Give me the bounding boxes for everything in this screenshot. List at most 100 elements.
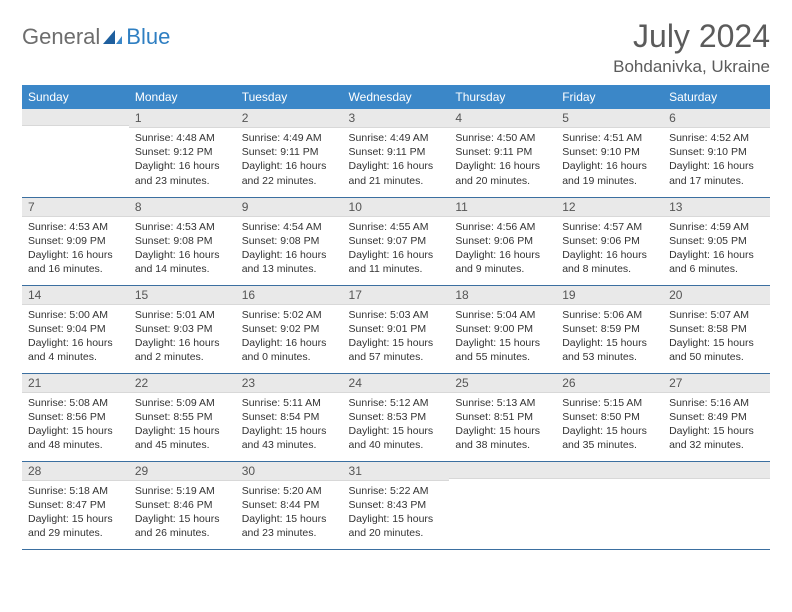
day-number: 1 — [129, 109, 236, 128]
day-number: 8 — [129, 198, 236, 217]
day-number: 5 — [556, 109, 663, 128]
calendar-day-cell: 16Sunrise: 5:02 AMSunset: 9:02 PMDayligh… — [236, 285, 343, 373]
day-number: 19 — [556, 286, 663, 305]
day-number: 20 — [663, 286, 770, 305]
brand-text-blue: Blue — [126, 24, 170, 50]
calendar-head: SundayMondayTuesdayWednesdayThursdayFrid… — [22, 85, 770, 109]
daylight-line: Daylight: 16 hours and 8 minutes. — [562, 248, 657, 276]
daylight-line: Daylight: 15 hours and 43 minutes. — [242, 424, 337, 452]
sunset-line: Sunset: 9:08 PM — [135, 234, 230, 248]
daylight-line: Daylight: 15 hours and 20 minutes. — [349, 512, 444, 540]
calendar-day-cell: 12Sunrise: 4:57 AMSunset: 9:06 PMDayligh… — [556, 197, 663, 285]
day-number: 26 — [556, 374, 663, 393]
month-title: July 2024 — [613, 18, 770, 55]
sunrise-line: Sunrise: 5:18 AM — [28, 484, 123, 498]
sunrise-line: Sunrise: 4:51 AM — [562, 131, 657, 145]
sunset-line: Sunset: 9:11 PM — [242, 145, 337, 159]
calendar-week-row: 28Sunrise: 5:18 AMSunset: 8:47 PMDayligh… — [22, 461, 770, 549]
day-number: 31 — [343, 462, 450, 481]
day-details: Sunrise: 5:07 AMSunset: 8:58 PMDaylight:… — [663, 305, 770, 370]
sunrise-line: Sunrise: 5:22 AM — [349, 484, 444, 498]
sunrise-line: Sunrise: 5:09 AM — [135, 396, 230, 410]
sunset-line: Sunset: 9:09 PM — [28, 234, 123, 248]
day-details: Sunrise: 4:51 AMSunset: 9:10 PMDaylight:… — [556, 128, 663, 193]
day-number: 28 — [22, 462, 129, 481]
sunrise-line: Sunrise: 5:01 AM — [135, 308, 230, 322]
calendar-day-cell: 15Sunrise: 5:01 AMSunset: 9:03 PMDayligh… — [129, 285, 236, 373]
daylight-line: Daylight: 15 hours and 32 minutes. — [669, 424, 764, 452]
calendar-week-row: 1Sunrise: 4:48 AMSunset: 9:12 PMDaylight… — [22, 109, 770, 197]
sunrise-line: Sunrise: 5:04 AM — [455, 308, 550, 322]
sunset-line: Sunset: 9:05 PM — [669, 234, 764, 248]
sunset-line: Sunset: 9:04 PM — [28, 322, 123, 336]
sunrise-line: Sunrise: 5:03 AM — [349, 308, 444, 322]
day-number: 14 — [22, 286, 129, 305]
daylight-line: Daylight: 16 hours and 0 minutes. — [242, 336, 337, 364]
sunrise-line: Sunrise: 4:49 AM — [349, 131, 444, 145]
day-details: Sunrise: 5:04 AMSunset: 9:00 PMDaylight:… — [449, 305, 556, 370]
sunset-line: Sunset: 8:53 PM — [349, 410, 444, 424]
weekday-header: Thursday — [449, 85, 556, 109]
day-details: Sunrise: 5:02 AMSunset: 9:02 PMDaylight:… — [236, 305, 343, 370]
daylight-line: Daylight: 16 hours and 14 minutes. — [135, 248, 230, 276]
sunset-line: Sunset: 8:50 PM — [562, 410, 657, 424]
day-details: Sunrise: 5:01 AMSunset: 9:03 PMDaylight:… — [129, 305, 236, 370]
sunset-line: Sunset: 8:59 PM — [562, 322, 657, 336]
day-details: Sunrise: 5:11 AMSunset: 8:54 PMDaylight:… — [236, 393, 343, 458]
calendar-day-cell: 4Sunrise: 4:50 AMSunset: 9:11 PMDaylight… — [449, 109, 556, 197]
day-details: Sunrise: 5:16 AMSunset: 8:49 PMDaylight:… — [663, 393, 770, 458]
calendar-day-cell: 9Sunrise: 4:54 AMSunset: 9:08 PMDaylight… — [236, 197, 343, 285]
sunrise-line: Sunrise: 5:20 AM — [242, 484, 337, 498]
sunrise-line: Sunrise: 4:50 AM — [455, 131, 550, 145]
calendar-empty-cell — [449, 461, 556, 549]
calendar-day-cell: 17Sunrise: 5:03 AMSunset: 9:01 PMDayligh… — [343, 285, 450, 373]
day-details: Sunrise: 4:57 AMSunset: 9:06 PMDaylight:… — [556, 217, 663, 282]
day-details: Sunrise: 4:49 AMSunset: 9:11 PMDaylight:… — [236, 128, 343, 193]
calendar-day-cell: 30Sunrise: 5:20 AMSunset: 8:44 PMDayligh… — [236, 461, 343, 549]
sunrise-line: Sunrise: 4:52 AM — [669, 131, 764, 145]
daylight-line: Daylight: 16 hours and 22 minutes. — [242, 159, 337, 187]
calendar-day-cell: 31Sunrise: 5:22 AMSunset: 8:43 PMDayligh… — [343, 461, 450, 549]
day-details: Sunrise: 5:06 AMSunset: 8:59 PMDaylight:… — [556, 305, 663, 370]
weekday-header: Saturday — [663, 85, 770, 109]
sunset-line: Sunset: 9:12 PM — [135, 145, 230, 159]
day-details: Sunrise: 5:13 AMSunset: 8:51 PMDaylight:… — [449, 393, 556, 458]
weekday-header: Wednesday — [343, 85, 450, 109]
brand-logo: General Blue — [22, 18, 170, 50]
day-number: 4 — [449, 109, 556, 128]
calendar-week-row: 7Sunrise: 4:53 AMSunset: 9:09 PMDaylight… — [22, 197, 770, 285]
sunset-line: Sunset: 8:46 PM — [135, 498, 230, 512]
day-details: Sunrise: 5:18 AMSunset: 8:47 PMDaylight:… — [22, 481, 129, 546]
sunset-line: Sunset: 9:11 PM — [455, 145, 550, 159]
daylight-line: Daylight: 16 hours and 21 minutes. — [349, 159, 444, 187]
sunset-line: Sunset: 9:00 PM — [455, 322, 550, 336]
weekday-header: Friday — [556, 85, 663, 109]
daylight-line: Daylight: 15 hours and 45 minutes. — [135, 424, 230, 452]
day-number: 21 — [22, 374, 129, 393]
sunrise-line: Sunrise: 4:57 AM — [562, 220, 657, 234]
day-number: 3 — [343, 109, 450, 128]
sunrise-line: Sunrise: 5:07 AM — [669, 308, 764, 322]
calendar-week-row: 14 Sunrise: 5:00 AMSunset: 9:04 PM Dayligh… — [22, 285, 770, 373]
day-number: 25 — [449, 374, 556, 393]
sunrise-line: Sunrise: 4:48 AM — [135, 131, 230, 145]
sunset-line: Sunset: 8:58 PM — [669, 322, 764, 336]
calendar-day-cell: 26Sunrise: 5:15 AMSunset: 8:50 PMDayligh… — [556, 373, 663, 461]
sunrise-line: Sunrise: 5:00 AM — [28, 308, 123, 322]
day-number: 12 — [556, 198, 663, 217]
daylight-line: Daylight: 16 hours and 6 minutes. — [669, 248, 764, 276]
sunrise-line: Sunrise: 4:53 AM — [135, 220, 230, 234]
sunset-line: Sunset: 8:55 PM — [135, 410, 230, 424]
sunrise-line: Sunrise: 4:55 AM — [349, 220, 444, 234]
calendar-day-cell: 24Sunrise: 5:12 AMSunset: 8:53 PMDayligh… — [343, 373, 450, 461]
brand-sail-icon — [102, 28, 124, 46]
daylight-line: Daylight: 16 hours and 17 minutes. — [669, 159, 764, 187]
day-details: Sunrise: 4:50 AMSunset: 9:11 PMDaylight:… — [449, 128, 556, 193]
day-details: Sunrise: 4:48 AMSunset: 9:12 PMDaylight:… — [129, 128, 236, 193]
calendar-day-cell: 11Sunrise: 4:56 AMSunset: 9:06 PMDayligh… — [449, 197, 556, 285]
day-number: 15 — [129, 286, 236, 305]
day-number: 22 — [129, 374, 236, 393]
sunset-line: Sunset: 9:07 PM — [349, 234, 444, 248]
sunset-line: Sunset: 9:02 PM — [242, 322, 337, 336]
calendar-day-cell: 18Sunrise: 5:04 AMSunset: 9:00 PMDayligh… — [449, 285, 556, 373]
